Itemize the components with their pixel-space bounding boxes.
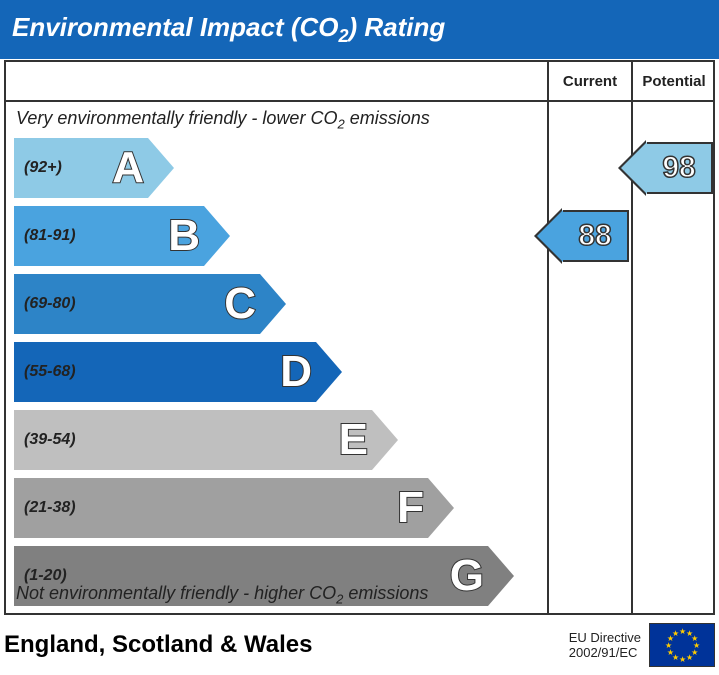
band-letter: F	[397, 483, 424, 533]
header-spacer	[6, 62, 547, 100]
band-range-label: (69-80)	[14, 274, 260, 334]
eir-chart: Environmental Impact (CO2) Rating Curren…	[0, 0, 719, 675]
caption-top: Very environmentally friendly - lower CO…	[16, 108, 430, 132]
directive-text: EU Directive 2002/91/EC	[569, 630, 641, 660]
band-range-label: (21-38)	[14, 478, 428, 538]
title-bar: Environmental Impact (CO2) Rating	[0, 0, 719, 59]
band-bar: (69-80)C	[14, 274, 286, 334]
band-row-a: (92+)A	[6, 138, 547, 198]
current-pointer: 88	[549, 210, 629, 262]
band-bar: (21-38)F	[14, 478, 454, 538]
footer: England, Scotland & Wales EU Directive 2…	[4, 621, 715, 669]
footer-directive: EU Directive 2002/91/EC ★★★★★★★★★★★★	[569, 623, 715, 667]
eu-star-icon: ★	[686, 653, 693, 662]
header-current-label: Current	[563, 73, 617, 90]
band-letter: G	[450, 551, 484, 601]
header-row: Current Potential	[6, 62, 713, 102]
potential-pointer-value: 98	[647, 142, 713, 194]
band-letter: B	[168, 211, 200, 261]
band-arrow-icon	[372, 410, 398, 470]
body-area: Very environmentally friendly - lower CO…	[6, 102, 713, 613]
band-bar: (39-54)E	[14, 410, 398, 470]
band-row-c: (69-80)C	[6, 274, 547, 334]
current-pointer-value: 88	[563, 210, 629, 262]
header-potential: Potential	[631, 62, 715, 100]
band-row-f: (21-38)F	[6, 478, 547, 538]
eu-star-icon: ★	[672, 629, 679, 638]
band-arrow-icon	[260, 274, 286, 334]
potential-column: 98	[631, 102, 715, 613]
directive-line1: EU Directive	[569, 630, 641, 645]
header-current: Current	[547, 62, 631, 100]
eu-flag-icon: ★★★★★★★★★★★★	[649, 623, 715, 667]
header-potential-label: Potential	[642, 73, 705, 90]
band-arrow-icon	[148, 138, 174, 198]
band-letter: E	[339, 415, 368, 465]
band-row-d: (55-68)D	[6, 342, 547, 402]
band-letter: C	[224, 279, 256, 329]
band-bar: (55-68)D	[14, 342, 342, 402]
bands-column: Very environmentally friendly - lower CO…	[6, 102, 547, 613]
band-arrow-icon	[428, 478, 454, 538]
chart-title: Environmental Impact (CO2) Rating	[12, 12, 445, 42]
band-range-label: (55-68)	[14, 342, 316, 402]
band-range-label: (39-54)	[14, 410, 372, 470]
band-letter: A	[112, 143, 144, 193]
eu-star-icon: ★	[679, 655, 686, 664]
band-letter: D	[280, 347, 312, 397]
band-row-b: (81-91)B	[6, 206, 547, 266]
band-bar: (81-91)B	[14, 206, 230, 266]
band-arrow-icon	[316, 342, 342, 402]
chart-area: Current Potential Very environmentally f…	[4, 60, 715, 615]
bands-container: (92+)A (81-91)B (69-80)C (55-68)D (39-54)E (2…	[6, 138, 547, 614]
band-row-e: (39-54)E	[6, 410, 547, 470]
band-bar: (92+)A	[14, 138, 174, 198]
potential-pointer: 98	[633, 142, 713, 194]
caption-bottom: Not environmentally friendly - higher CO…	[16, 583, 428, 607]
footer-region: England, Scotland & Wales	[4, 631, 312, 659]
directive-line2: 2002/91/EC	[569, 645, 641, 660]
band-arrow-icon	[488, 546, 514, 606]
band-arrow-icon	[204, 206, 230, 266]
